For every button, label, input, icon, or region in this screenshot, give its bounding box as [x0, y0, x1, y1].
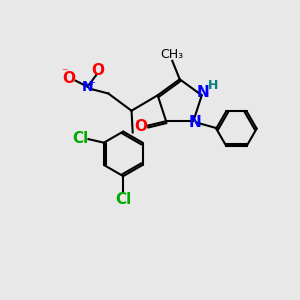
Text: +: +: [88, 78, 95, 87]
Text: H: H: [208, 79, 218, 92]
Text: N: N: [197, 85, 210, 100]
Text: ⁻: ⁻: [61, 66, 68, 79]
Text: Cl: Cl: [73, 131, 89, 146]
Text: CH₃: CH₃: [161, 48, 184, 62]
Text: Cl: Cl: [115, 192, 131, 207]
Text: N: N: [188, 115, 201, 130]
Text: O: O: [92, 63, 105, 78]
Text: O: O: [135, 119, 148, 134]
Text: N: N: [82, 80, 93, 94]
Text: O: O: [63, 71, 76, 86]
